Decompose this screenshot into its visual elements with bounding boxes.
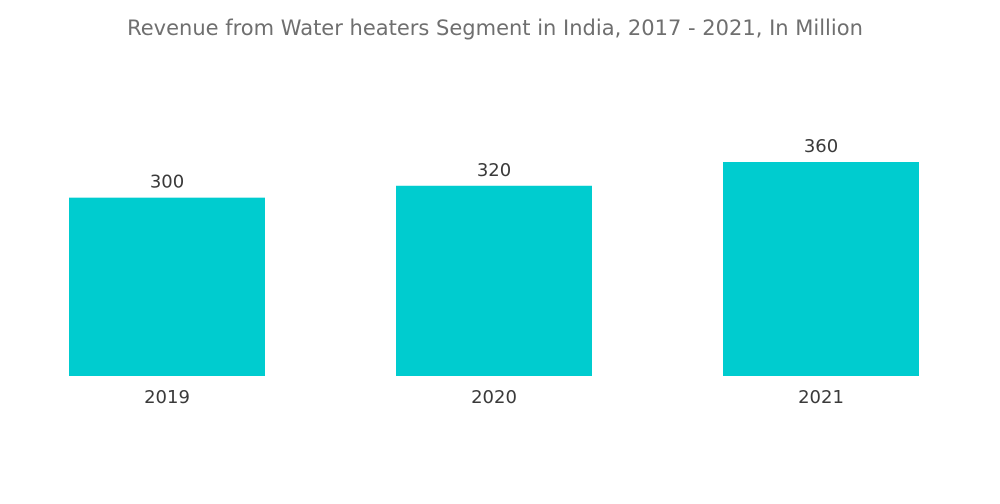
data-label-2021: 360 bbox=[804, 136, 838, 157]
x-tick-label-2019: 2019 bbox=[144, 387, 190, 408]
bar-2020 bbox=[396, 185, 592, 376]
data-label-2019: 300 bbox=[150, 172, 184, 193]
x-tick-label-2021: 2021 bbox=[798, 387, 844, 408]
x-tick-label-2020: 2020 bbox=[471, 387, 517, 408]
chart-title: Revenue from Water heaters Segment in In… bbox=[127, 16, 863, 40]
bar-2021 bbox=[723, 162, 919, 376]
data-label-2020: 320 bbox=[477, 160, 511, 181]
bar-2019 bbox=[69, 197, 265, 376]
